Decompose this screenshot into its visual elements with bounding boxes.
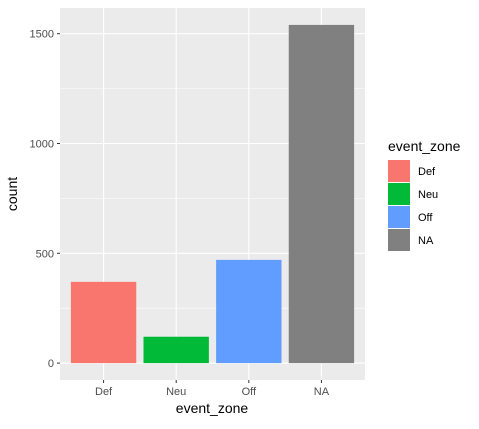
- legend-key: [388, 206, 410, 228]
- y-tick-label: 1500: [30, 29, 54, 41]
- bars: [70, 24, 355, 364]
- legend-key: [388, 229, 410, 251]
- x-tick-label: NA: [314, 386, 330, 398]
- legend-items: Def Neu Off NA: [388, 160, 438, 251]
- legend-title: event_zone: [388, 138, 461, 154]
- legend-label: Def: [418, 166, 436, 178]
- y-tick-label: 1000: [30, 138, 54, 150]
- legend-key: [388, 160, 410, 182]
- legend-label: Off: [418, 212, 433, 224]
- y-axis-ticks: 0 500 1000 1500: [30, 29, 60, 370]
- legend-label: NA: [418, 235, 434, 247]
- x-tick-label: Off: [242, 386, 257, 398]
- x-axis-title: event_zone: [176, 400, 249, 416]
- bar-off: [216, 259, 282, 364]
- bar-neu: [143, 336, 209, 364]
- y-tick-label: 500: [36, 248, 54, 260]
- y-axis-title: count: [4, 177, 20, 211]
- legend-label: Neu: [418, 189, 438, 201]
- bar-na: [288, 24, 355, 364]
- legend-key: [388, 183, 410, 205]
- x-axis-ticks: Def Neu Off NA: [95, 380, 330, 398]
- bar-def: [70, 281, 137, 364]
- y-tick-label: 0: [48, 358, 54, 370]
- x-tick-label: Neu: [166, 386, 186, 398]
- x-tick-label: Def: [95, 386, 113, 398]
- legend: event_zone Def Neu Off NA: [388, 138, 461, 251]
